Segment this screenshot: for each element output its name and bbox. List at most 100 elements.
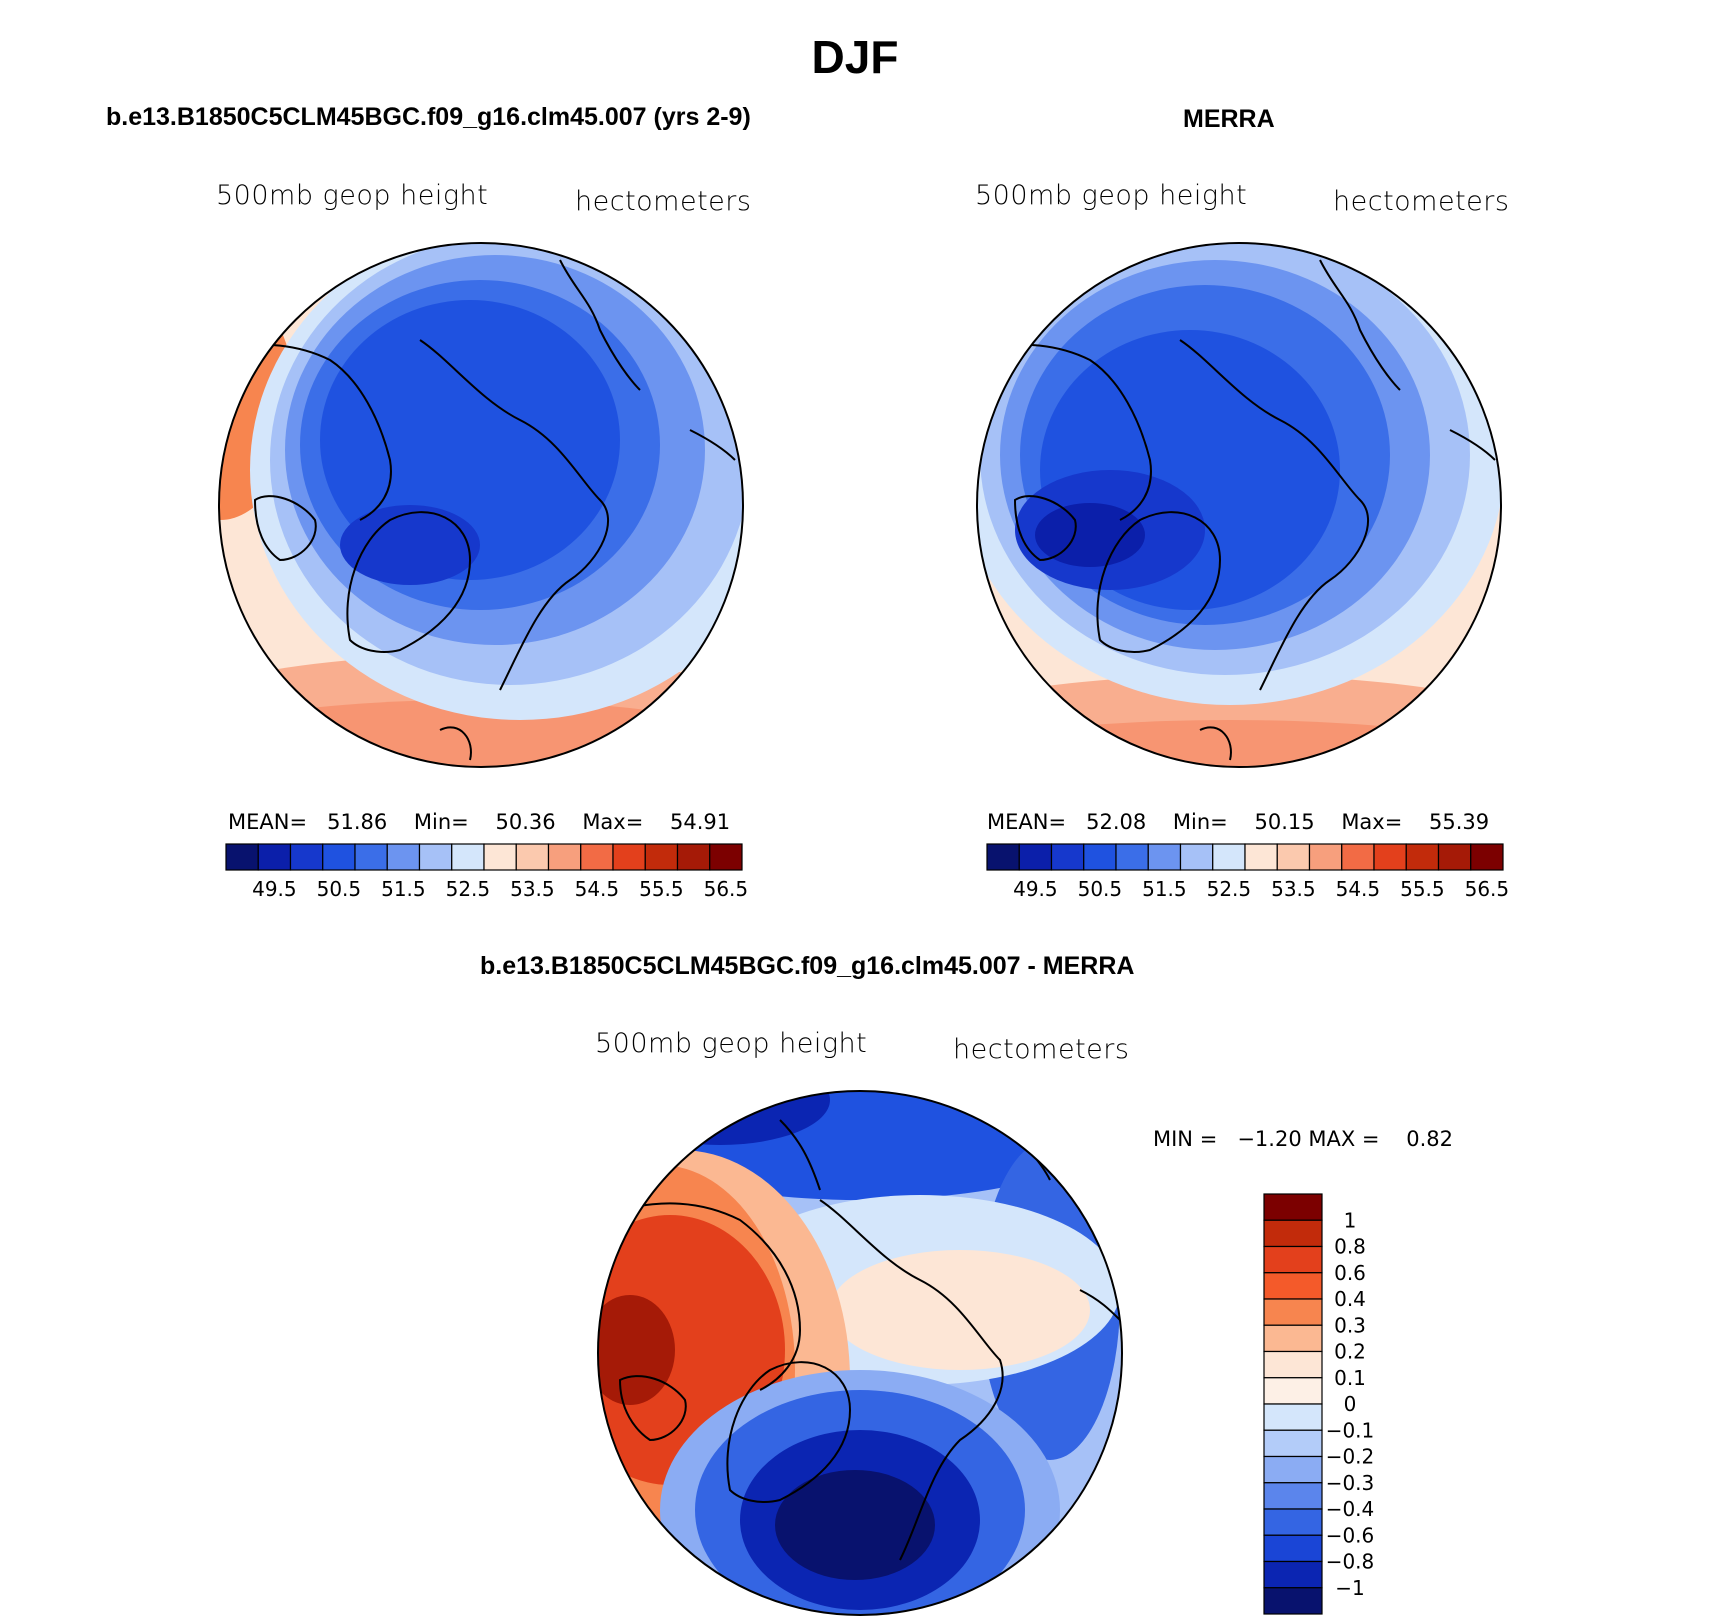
panel-1-colorbar-swatch — [709, 843, 743, 871]
panel-3-colorbar-tick-label: −0.1 — [1326, 1418, 1375, 1442]
panel-3-colorbar-tick-label: −0.2 — [1326, 1445, 1375, 1469]
panel-1-colorbar-tick-label: 55.5 — [639, 877, 684, 901]
panel-3-colorbar-swatch — [1263, 1298, 1323, 1326]
panel-3-units-label: hectometers — [953, 1034, 1130, 1065]
panel-2-colorbar-tick-label: 54.5 — [1336, 877, 1381, 901]
panel-2-max-value: 55.39 — [1429, 810, 1490, 834]
panel-3-min-label: MIN = — [1153, 1127, 1218, 1151]
panel-2-colorbar-swatch — [1147, 843, 1182, 871]
panel-1-colorbar-swatch — [612, 843, 646, 871]
panel-2-title: MERRA — [1183, 105, 1275, 133]
panel-3-polar-map — [598, 1091, 1122, 1615]
panel-2-map-border — [976, 242, 1502, 768]
panel-2-colorbar-tick-label: 55.5 — [1400, 877, 1445, 901]
panel-2-colorbar-tick-label: 49.5 — [1013, 877, 1058, 901]
panel-2-colorbar-swatch — [1308, 843, 1343, 871]
panel-1-colorbar-swatch — [644, 843, 679, 871]
panel-1-max-label: Max= — [582, 810, 644, 834]
panel-3-colorbar-tick-label: 0.6 — [1334, 1261, 1366, 1285]
panel-3-title: b.e13.B1850C5CLM45BGC.f09_g16.clm45.007 … — [480, 952, 1135, 980]
panel-2-colorbar-swatch — [1050, 843, 1085, 871]
panel-1-mean-label: MEAN= — [228, 810, 308, 834]
panel-3-colorbar-swatch — [1263, 1455, 1323, 1484]
panel-3-colorbar-tick-label: 0.1 — [1334, 1366, 1366, 1390]
panel-1-colorbar-swatch — [386, 843, 421, 871]
panel-2-max-label: Max= — [1341, 810, 1403, 834]
panel-3-colorbar-swatch — [1263, 1324, 1323, 1353]
panel-1-colorbar-swatch — [225, 843, 259, 871]
panel-2-mean-value: 52.08 — [1086, 810, 1147, 834]
panel-1-colorbar: 49.5 50.5 51.5 52.5 53.5 54.5 55.5 56.5 — [225, 843, 749, 901]
panel-2-units-label: hectometers — [1333, 186, 1510, 217]
panel-1-variable-label: 500mb geop height — [216, 180, 489, 211]
panel-1-colorbar-tick-label: 53.5 — [510, 877, 555, 901]
panel-3-colorbar-swatch — [1263, 1350, 1323, 1379]
panel-1-colorbar-swatch — [676, 843, 711, 871]
panel-1-colorbar-tick-label: 50.5 — [317, 877, 362, 901]
panel-1-colorbar-swatch — [354, 843, 388, 871]
panel-3-colorbar-swatch — [1263, 1377, 1323, 1405]
panel-1-max-value: 54.91 — [670, 810, 731, 834]
figure-title: DJF — [811, 31, 899, 83]
panel-1-stats: MEAN= 51.86 Min= 50.36 Max= 54.91 — [228, 810, 730, 834]
panel-1-colorbar-tick-label: 49.5 — [252, 877, 297, 901]
panel-2-min-label: Min= — [1172, 810, 1228, 834]
panel-2-colorbar-tick-label: 50.5 — [1078, 877, 1123, 901]
panel-3-colorbar-tick-label: 0.8 — [1334, 1235, 1366, 1259]
panel-3-colorbar-tick-label: −0.8 — [1326, 1550, 1375, 1574]
panel-3-colorbar-swatch — [1263, 1193, 1323, 1221]
panel-3-max-value: 0.82 — [1406, 1127, 1453, 1151]
panel-1-min-value: 50.36 — [495, 810, 556, 834]
panel-3-colorbar-tick-label: 0 — [1344, 1392, 1357, 1416]
panel-2-colorbar-swatch — [1179, 843, 1214, 871]
panel-2-colorbar-tick-label: 56.5 — [1465, 877, 1510, 901]
panel-1-colorbar-swatch — [322, 843, 356, 871]
panel-3-colorbar-tick-label: −0.3 — [1326, 1471, 1375, 1495]
panel-2-min-value: 50.15 — [1254, 810, 1315, 834]
panel-2-colorbar-swatch — [1373, 843, 1407, 871]
panel-1-colorbar-tick-label: 51.5 — [381, 877, 426, 901]
panel-2-mean-label: MEAN= — [987, 810, 1067, 834]
panel-3-colorbar: 1 0.80.60.40.3 0.20.10−0.1 −0.2−0.3−0.4−0.6… — [1263, 1193, 1375, 1615]
panel-2-variable-label: 500mb geop height — [975, 180, 1248, 211]
panel-2-colorbar-swatch — [986, 843, 1020, 871]
panel-1-coastlines — [229, 259, 736, 761]
panel-2-colorbar-swatch — [1083, 843, 1117, 871]
panel-3-colorbar-swatch — [1263, 1245, 1323, 1274]
panel-2-stats: MEAN= 52.08 Min= 50.15 Max= 55.39 — [987, 810, 1489, 834]
panel-2-colorbar-swatch — [1470, 843, 1504, 871]
panel-1-colorbar-swatch — [580, 843, 614, 871]
panel-2-colorbar-tick-label: 52.5 — [1207, 877, 1252, 901]
panel-3-max-label: MAX = — [1308, 1127, 1380, 1151]
panel-2-colorbar-tick-label: 51.5 — [1142, 877, 1187, 901]
panel-2-colorbar-swatch — [1018, 843, 1053, 871]
panel-1-min-label: Min= — [413, 810, 469, 834]
panel-2-colorbar-swatch — [1437, 843, 1472, 871]
panel-2-polar-map — [977, 243, 1501, 767]
panel-3-colorbar-tick-label: −0.6 — [1326, 1523, 1375, 1547]
panel-3-colorbar-swatch — [1263, 1534, 1323, 1563]
panel-3-colorbar-swatch — [1263, 1272, 1323, 1300]
panel-3-variable-label: 500mb geop height — [595, 1028, 868, 1059]
panel-1-colorbar-swatch — [547, 843, 582, 871]
panel-1-colorbar-tick-label: 56.5 — [704, 877, 749, 901]
panel-1-mean-value: 51.86 — [327, 810, 388, 834]
panel-1-title: b.e13.B1850C5CLM45BGC.f09_g16.clm45.007 … — [106, 103, 751, 131]
panel-1-colorbar-swatch — [257, 843, 292, 871]
panel-3-colorbar-swatch — [1263, 1429, 1323, 1458]
panel-2-coastlines — [989, 259, 1496, 761]
panel-1-colorbar-swatch — [418, 843, 453, 871]
panel-2-colorbar-swatch — [1276, 843, 1311, 871]
panel-1-colorbar-tick-label: 52.5 — [446, 877, 491, 901]
panel-3-map-border — [597, 1090, 1123, 1616]
panel-3-colorbar-tick-label: −1 — [1335, 1576, 1364, 1600]
panel-3-colorbar-swatch — [1263, 1403, 1323, 1431]
panel-3-colorbar-swatch — [1263, 1508, 1323, 1536]
panel-3-colorbar-swatch — [1263, 1560, 1323, 1589]
panel-2-colorbar: 49.5 50.5 51.5 52.5 53.5 54.5 55.5 56.5 — [986, 843, 1510, 901]
panel-3-colorbar-swatch — [1263, 1219, 1323, 1248]
panel-3-colorbar-tick-label: 1 — [1344, 1208, 1357, 1232]
panel-2-colorbar-swatch — [1405, 843, 1440, 871]
panel-2-colorbar-swatch — [1212, 843, 1246, 871]
panel-1-units-label: hectometers — [575, 186, 752, 217]
